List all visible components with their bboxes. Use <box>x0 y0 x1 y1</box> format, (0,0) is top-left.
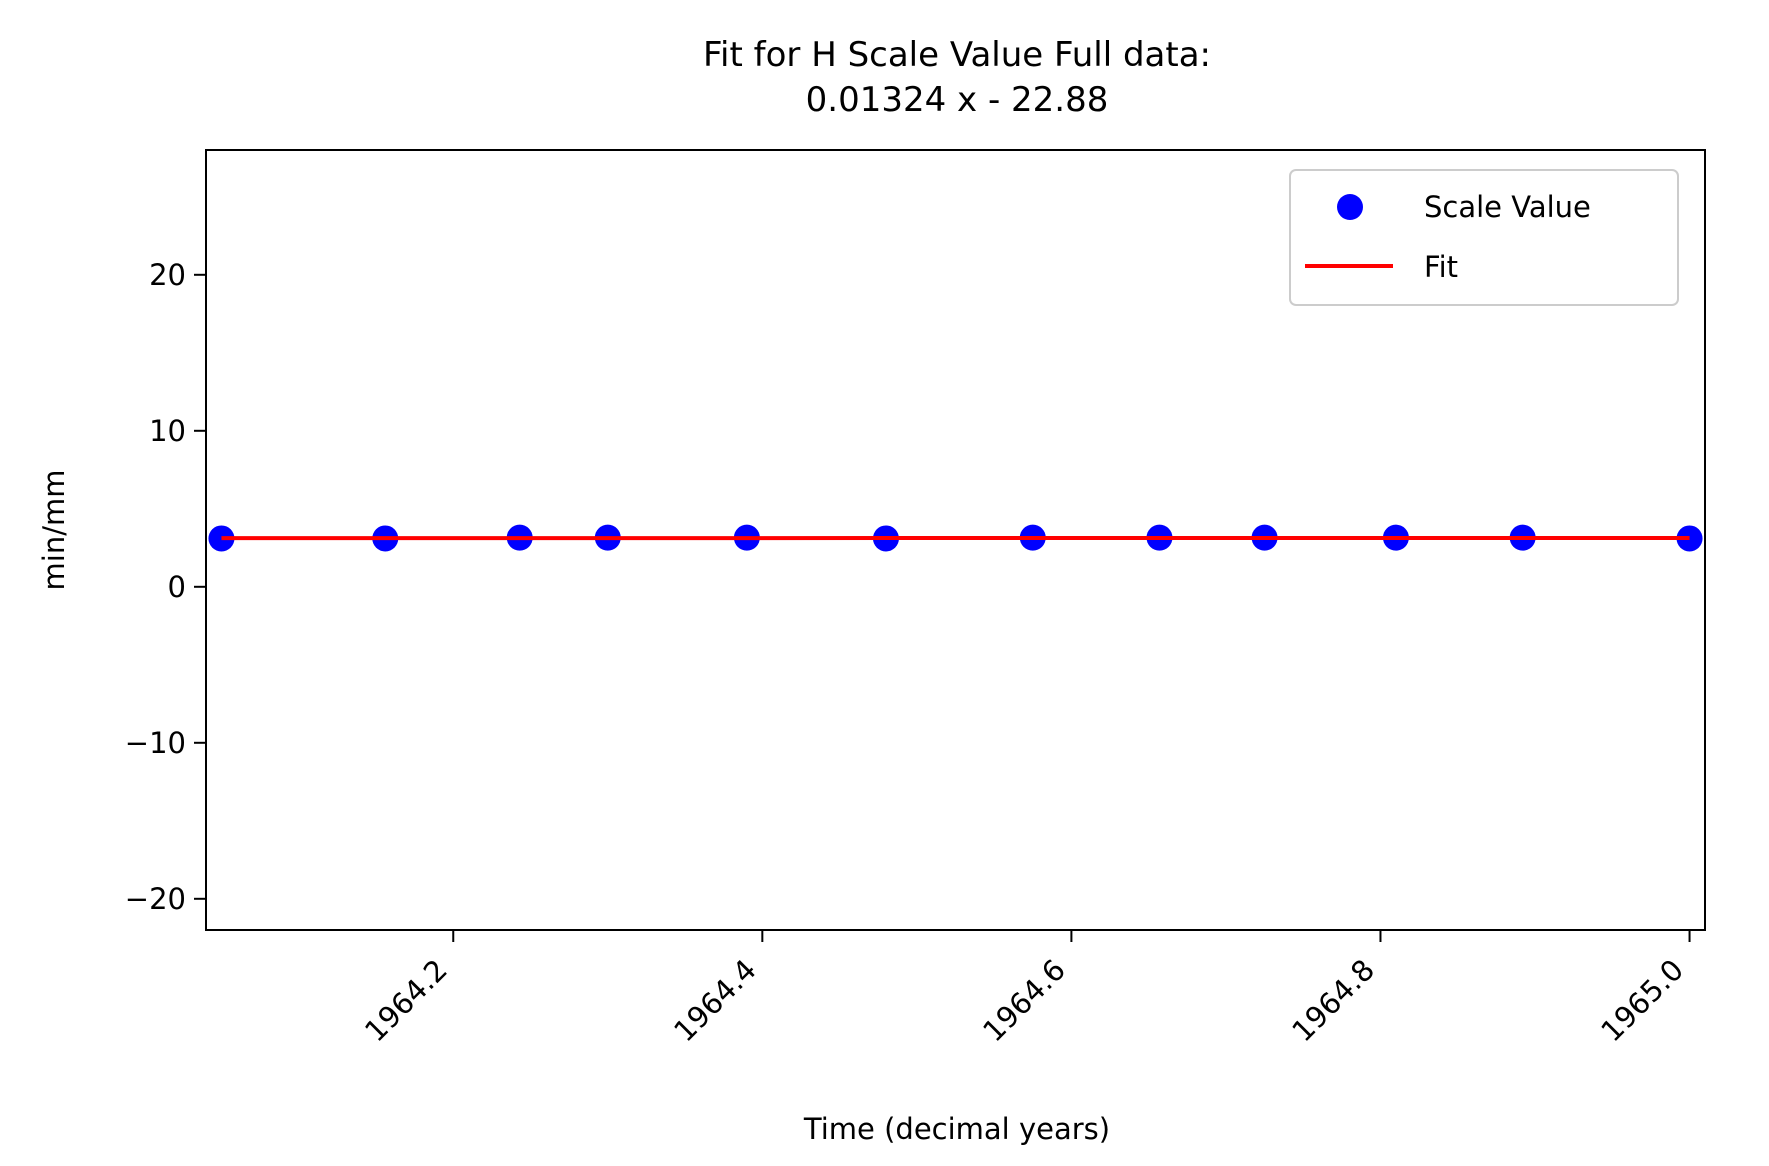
chart-subtitle: 0.01324 x - 22.88 <box>806 80 1109 120</box>
y-tick-label: 20 <box>149 258 186 292</box>
y-tick-label: 10 <box>149 414 186 448</box>
y-tick-label: 0 <box>168 570 186 604</box>
x-axis-label: Time (decimal years) <box>803 1112 1110 1146</box>
y-tick-label: −20 <box>125 882 186 916</box>
y-axis-ticks: −20 −10 0 10 20 <box>125 258 206 916</box>
legend-label-fit: Fit <box>1424 250 1458 284</box>
legend-frame <box>1289 169 1679 306</box>
chart-title: Fit for H Scale Value Full data: <box>703 35 1211 75</box>
legend-marker-scale-value <box>1337 194 1363 220</box>
y-axis-label: min/mm <box>37 470 71 591</box>
y-tick-label: −10 <box>125 726 186 760</box>
legend: Scale Value Fit <box>1289 169 1679 306</box>
scale-value-point <box>208 525 235 552</box>
legend-label-scale-value: Scale Value <box>1424 190 1591 224</box>
